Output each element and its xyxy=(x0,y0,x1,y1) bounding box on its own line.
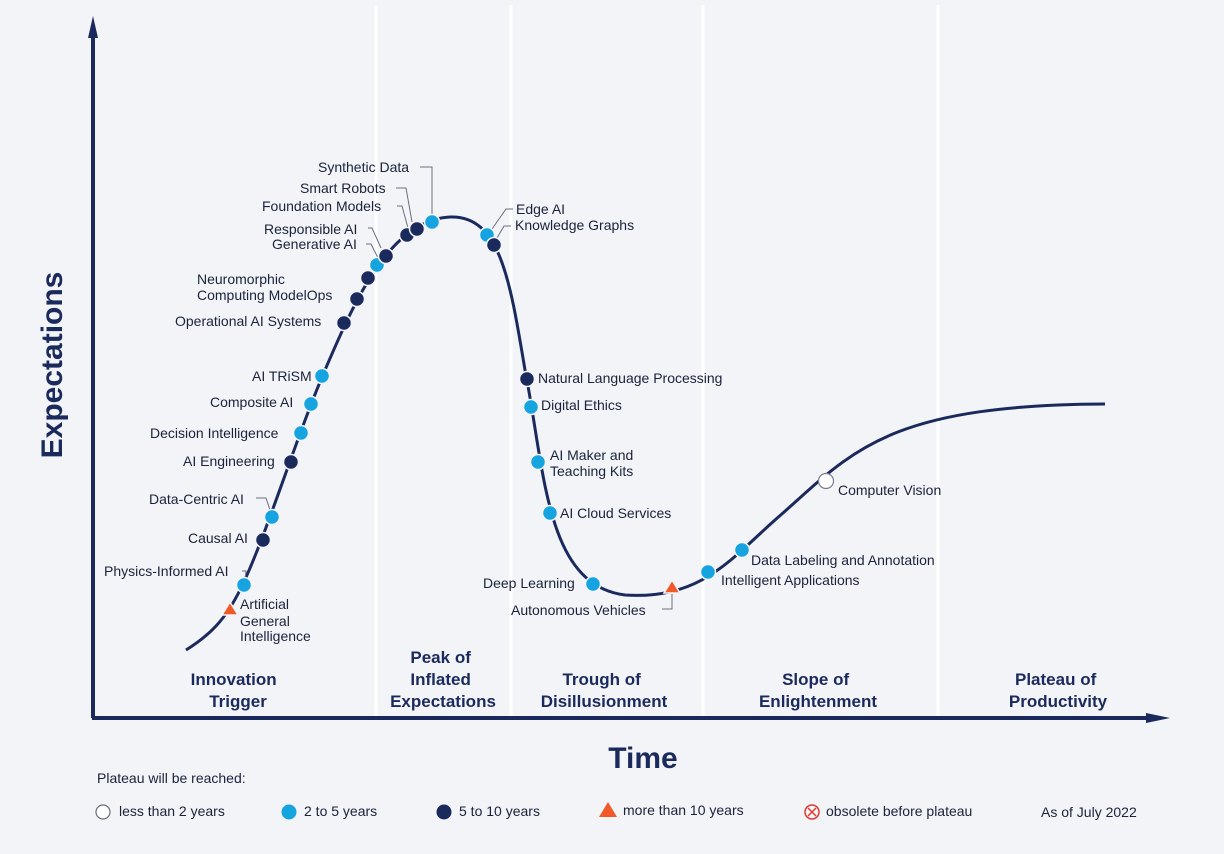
axes xyxy=(88,16,1170,723)
svg-text:obsolete before plateau: obsolete before plateau xyxy=(826,803,972,819)
svg-text:Intelligent Applications: Intelligent Applications xyxy=(721,572,860,588)
marker-intelligent-applications: Intelligent Applications xyxy=(699,563,860,588)
svg-text:Edge AI: Edge AI xyxy=(516,201,565,217)
svg-text:Data-Centric AI: Data-Centric AI xyxy=(149,491,244,507)
svg-text:AI Engineering: AI Engineering xyxy=(183,453,275,469)
svg-text:Responsible AI: Responsible AI xyxy=(264,221,357,237)
x-axis-arrow-icon xyxy=(1146,713,1170,723)
leader-lines xyxy=(242,166,673,610)
legend-item-obsolete: obsolete before plateau xyxy=(804,803,972,820)
technology-markers: Artificial General Intelligence Physics-In… xyxy=(104,159,941,644)
svg-text:Generative AI: Generative AI xyxy=(272,236,357,252)
svg-text:AI Cloud Services: AI Cloud Services xyxy=(560,505,671,521)
y-axis-arrow-icon xyxy=(88,16,98,38)
marker-knowledge-graphs: Knowledge Graphs xyxy=(485,217,634,254)
marker-smart-robots: Smart Robots xyxy=(300,180,426,238)
marker-data-labeling: Data Labeling and Annotation xyxy=(733,541,935,568)
marker-natural-language-processing: Natural Language Processing xyxy=(518,370,722,388)
svg-text:Synthetic Data: Synthetic Data xyxy=(318,159,409,175)
marker-composite-ai: Composite AI xyxy=(210,394,320,413)
legend-item-5-to-10: 5 to 10 years xyxy=(436,803,540,820)
marker-neuromorphic-computing xyxy=(359,269,377,287)
svg-text:AI TRiSM: AI TRiSM xyxy=(252,368,312,384)
circle-x-icon xyxy=(804,804,820,820)
legend-item-2-to-5: 2 to 5 years xyxy=(281,803,377,820)
x-axis-title: Time xyxy=(608,742,677,775)
svg-text:more than 10 years: more than 10 years xyxy=(623,802,744,818)
marker-modelops: Neuromorphic Computing ModelOps xyxy=(197,271,366,308)
marker-ai-cloud-services: AI Cloud Services xyxy=(541,504,671,522)
phase-plateau: Plateau of Productivity xyxy=(1009,670,1108,711)
y-axis-title: Expectations xyxy=(36,272,69,459)
svg-text:2 to 5 years: 2 to 5 years xyxy=(304,803,377,819)
light-blue-circle-icon xyxy=(281,804,297,820)
svg-text:Data Labeling and Annotation: Data Labeling and Annotation xyxy=(751,552,935,568)
legend-item-less-than-2: less than 2 years xyxy=(95,803,225,820)
phase-peak: Peak of Inflated Expectations xyxy=(390,648,496,711)
svg-text:Operational AI Systems: Operational AI Systems xyxy=(175,313,321,329)
marker-physics-informed-ai: Physics-Informed AI xyxy=(104,563,253,594)
marker-ai-maker-kits: AI Maker and Teaching Kits xyxy=(529,447,633,479)
svg-text:Autonomous Vehicles: Autonomous Vehicles xyxy=(511,602,646,618)
marker-operational-ai-systems: Operational AI Systems xyxy=(175,313,353,332)
marker-digital-ethics: Digital Ethics xyxy=(522,397,622,416)
svg-text:Composite AI: Composite AI xyxy=(210,394,293,410)
svg-text:Physics-Informed AI: Physics-Informed AI xyxy=(104,563,229,579)
svg-text:Causal AI: Causal AI xyxy=(188,530,248,546)
phase-innovation-trigger: Innovation Trigger xyxy=(191,670,282,711)
hype-curve xyxy=(185,215,1106,652)
svg-text:5 to 10 years: 5 to 10 years xyxy=(459,803,540,819)
dark-blue-circle-icon xyxy=(436,804,452,820)
marker-synthetic-data: Synthetic Data xyxy=(318,159,441,231)
hollow-circle-icon xyxy=(95,804,111,820)
svg-text:Smart Robots: Smart Robots xyxy=(300,180,386,196)
as-of-date: As of July 2022 xyxy=(1041,804,1137,820)
svg-text:Natural Language Processing: Natural Language Processing xyxy=(538,370,722,386)
marker-computer-vision: Computer Vision xyxy=(817,472,941,498)
marker-generative-ai: Generative AI xyxy=(272,236,386,274)
marker-data-centric-ai: Data-Centric AI xyxy=(149,491,281,526)
marker-ai-engineering: AI Engineering xyxy=(183,453,300,471)
svg-text:Knowledge Graphs: Knowledge Graphs xyxy=(515,217,634,233)
marker-autonomous-vehicles: Autonomous Vehicles xyxy=(511,578,682,618)
marker-deep-learning: Deep Learning xyxy=(483,575,602,593)
marker-agi: Artificial General Intelligence xyxy=(220,596,311,644)
legend: Plateau will be reached: less than 2 yea… xyxy=(95,770,1137,820)
svg-text:less than 2 years: less than 2 years xyxy=(119,803,225,819)
svg-text:Computer Vision: Computer Vision xyxy=(838,482,941,498)
orange-triangle-icon xyxy=(599,802,617,817)
marker-ai-trism: AI TRiSM xyxy=(252,367,331,385)
legend-item-more-than-10: more than 10 years xyxy=(599,802,744,818)
marker-causal-ai: Causal AI xyxy=(188,530,272,549)
phase-separators xyxy=(374,5,940,716)
svg-text:Deep Learning: Deep Learning xyxy=(483,575,575,591)
svg-text:Decision Intelligence: Decision Intelligence xyxy=(150,425,279,441)
phase-labels: Innovation Trigger Peak of Inflated Expe… xyxy=(191,648,1108,711)
marker-decision-intelligence: Decision Intelligence xyxy=(150,424,310,442)
phase-slope: Slope of Enlightenment xyxy=(759,670,877,711)
svg-text:Digital Ethics: Digital Ethics xyxy=(541,397,622,413)
svg-text:Foundation Models: Foundation Models xyxy=(262,198,381,214)
marker-responsible-ai: Responsible AI xyxy=(264,221,395,265)
phase-trough: Trough of Disillusionment xyxy=(541,670,668,711)
legend-title: Plateau will be reached: xyxy=(97,770,246,786)
